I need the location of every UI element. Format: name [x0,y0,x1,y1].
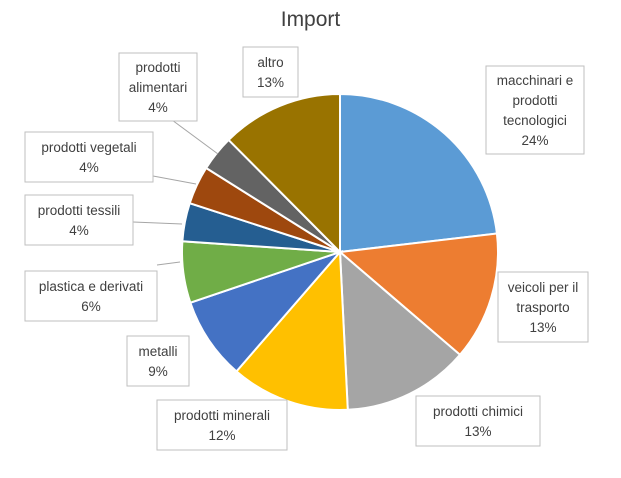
data-label: prodotti minerali 12% [156,399,288,451]
data-label-box [126,335,190,387]
data-label: metalli 9% [126,335,190,387]
data-label: prodotti vegetali 4% [24,131,154,183]
data-label: altro 13% [242,46,299,98]
data-label-box [24,131,154,183]
data-label-percent: 4% [69,223,89,238]
data-label-category: metalli [138,344,177,359]
data-label-percent: 12% [208,428,235,443]
data-label-box [24,270,158,322]
data-label-category: prodotti [135,60,180,75]
data-label-category: prodotti [512,93,557,108]
data-label-box [118,52,198,122]
data-label-category: alimentari [129,80,188,95]
leader-line [171,119,219,155]
data-label-box [485,65,585,155]
data-label-box [24,194,134,246]
data-label-category: prodotti chimici [433,404,523,419]
data-label-percent: 24% [521,133,548,148]
pie-slice [337,232,499,357]
data-label-percent: 9% [148,364,168,379]
data-label-percent: 13% [529,320,556,335]
data-label-category: prodotti vegetali [41,140,136,155]
data-label-box [415,395,541,447]
data-label-category: plastica e derivati [39,279,143,294]
data-label-box [242,46,299,98]
pie-slice [235,249,349,411]
data-label-category: prodotti tessili [38,203,121,218]
leader-line [156,261,181,266]
data-label-percent: 4% [148,100,168,115]
data-label: prodotti alimentari 4% [118,52,198,122]
chart-title: Import [280,8,341,31]
pie-slice [339,92,499,254]
data-label: prodotti tessili 4% [24,194,134,246]
data-label: plastica e derivati 6% [24,270,158,322]
data-label-percent: 4% [79,160,99,175]
data-label-category: tecnologici [503,113,567,128]
pie-slice [338,249,462,411]
leader-line [132,221,183,225]
leader-line [152,175,197,185]
data-label-category: macchinari e [497,73,574,88]
data-label-box [497,271,589,343]
data-label-category: trasporto [516,300,569,315]
data-label: prodotti chimici 13% [415,395,541,447]
data-label: macchinari e prodotti tecnologici 24% [485,65,585,155]
data-label-box [156,399,288,451]
data-label-category: prodotti minerali [174,408,270,423]
data-label-category: veicoli per il [508,280,579,295]
data-label-percent: 6% [81,299,101,314]
data-label-percent: 13% [257,75,284,90]
pie-slice [227,92,341,255]
data-label-category: altro [257,55,283,70]
data-label: veicoli per il trasporto 13% [497,271,589,343]
data-label-percent: 13% [464,424,491,439]
